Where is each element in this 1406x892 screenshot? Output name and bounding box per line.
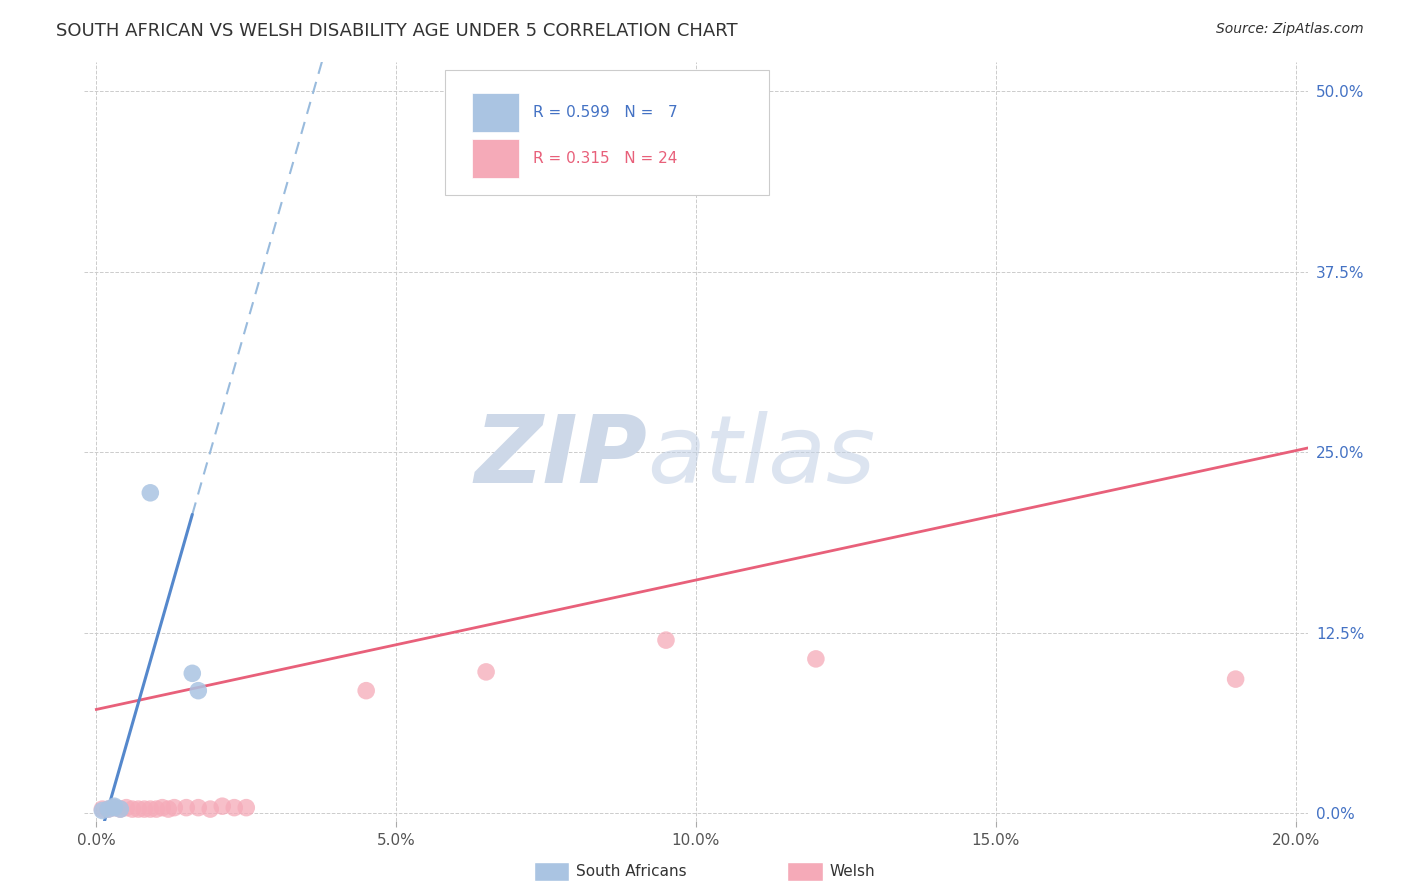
Point — [655, 633, 678, 648]
Point — [91, 802, 114, 816]
Point — [150, 800, 173, 814]
Point — [187, 683, 209, 698]
Point — [235, 800, 257, 814]
Point — [97, 802, 120, 816]
FancyBboxPatch shape — [446, 70, 769, 195]
Point — [475, 665, 498, 679]
Point — [211, 799, 233, 814]
Point — [134, 802, 156, 816]
Text: Welsh: Welsh — [830, 864, 875, 879]
Text: ZIP: ZIP — [474, 410, 647, 503]
Text: R = 0.315   N = 24: R = 0.315 N = 24 — [533, 152, 678, 166]
Point — [200, 802, 222, 816]
Point — [103, 799, 125, 814]
Point — [127, 802, 149, 816]
Point — [181, 666, 204, 681]
Text: R = 0.599   N =   7: R = 0.599 N = 7 — [533, 105, 678, 120]
Point — [139, 802, 162, 816]
FancyBboxPatch shape — [472, 93, 519, 132]
Point — [91, 804, 114, 818]
Point — [139, 485, 162, 500]
Point — [174, 800, 197, 814]
Point — [145, 802, 167, 816]
Point — [157, 802, 180, 816]
Point — [163, 800, 186, 814]
Point — [103, 800, 125, 814]
Point — [187, 800, 209, 814]
Point — [110, 802, 132, 816]
Point — [804, 652, 827, 666]
Point — [97, 802, 120, 816]
Text: atlas: atlas — [647, 411, 876, 502]
Point — [103, 800, 125, 814]
Text: SOUTH AFRICAN VS WELSH DISABILITY AGE UNDER 5 CORRELATION CHART: SOUTH AFRICAN VS WELSH DISABILITY AGE UN… — [56, 22, 738, 40]
Point — [115, 800, 138, 814]
FancyBboxPatch shape — [472, 139, 519, 178]
Point — [121, 802, 143, 816]
Point — [110, 802, 132, 816]
Point — [1225, 672, 1247, 686]
Text: Source: ZipAtlas.com: Source: ZipAtlas.com — [1216, 22, 1364, 37]
Point — [354, 683, 377, 698]
Text: South Africans: South Africans — [576, 864, 688, 879]
Point — [224, 800, 246, 814]
